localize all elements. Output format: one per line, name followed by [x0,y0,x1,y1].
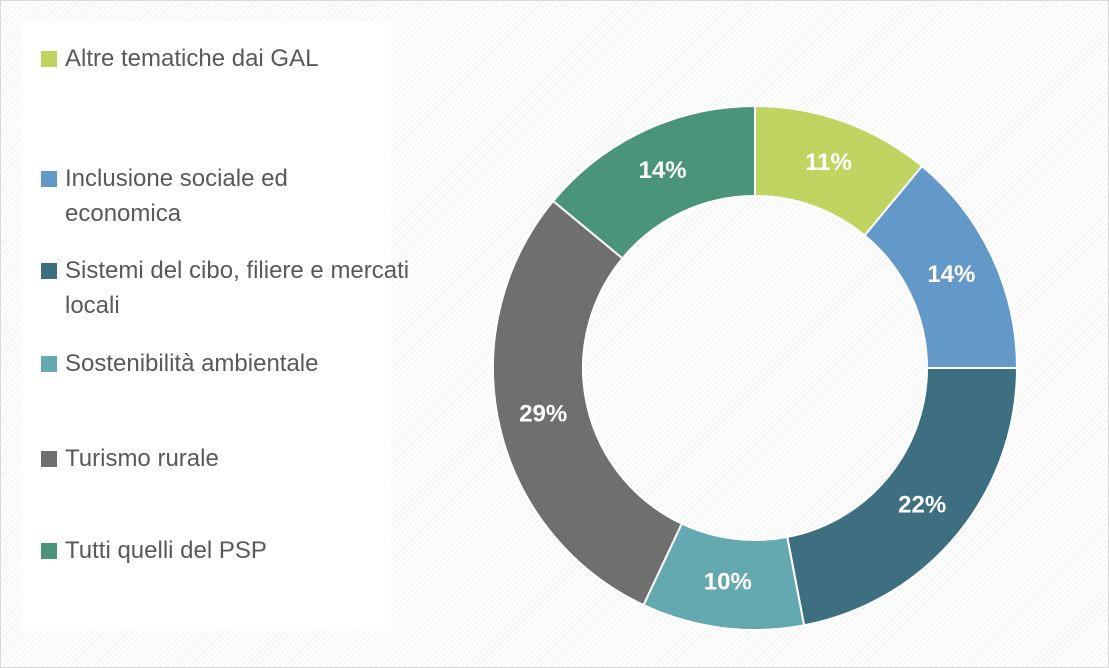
legend-item: Altre tematiche dai GAL [41,41,410,76]
legend-label: Altre tematiche dai GAL [65,45,319,72]
legend-label: Sostenibilità ambientale [65,350,319,377]
donut-segment [551,104,756,260]
legend-label: Turismo rurale [65,445,219,472]
donut-segment [492,199,684,607]
data-label: 14% [639,157,687,184]
legend-item: Turismo rurale [41,441,410,476]
data-label: 14% [927,261,975,288]
legend-swatch [41,356,57,372]
legend-swatch [41,263,57,279]
legend-item: Inclusione sociale ed economica [41,161,410,231]
legend-item: Tutti quelli del PSP [41,533,410,568]
data-label: 29% [519,401,567,428]
data-label: 10% [704,569,752,596]
legend-item: Sistemi del cibo, filiere e mercati loca… [41,253,410,323]
legend-item: Sostenibilità ambientale [41,346,410,381]
legend-label: Sistemi del cibo, filiere e mercati loca… [65,257,410,319]
donut-segment [786,367,1019,627]
legend-label: Tutti quelli del PSP [65,537,267,564]
legend-swatch [41,543,57,559]
legend-swatch [41,51,57,67]
data-label: 22% [898,492,946,519]
legend-label: Inclusione sociale ed economica [65,165,288,227]
legend-swatch [41,171,57,187]
data-label: 11% [805,149,852,176]
legend-swatch [41,451,57,467]
legend: Altre tematiche dai GAL Inclusione social… [21,21,409,631]
